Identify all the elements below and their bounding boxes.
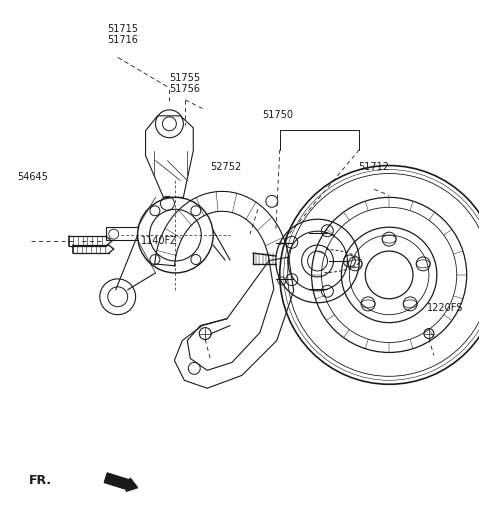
Text: 51755
51756: 51755 51756 [169, 73, 201, 94]
Text: 51715
51716: 51715 51716 [108, 24, 139, 45]
FancyArrow shape [104, 473, 138, 491]
Text: 51712: 51712 [358, 161, 389, 172]
Text: 52752: 52752 [210, 161, 241, 172]
Text: 51750: 51750 [263, 110, 294, 120]
Text: 1220FS: 1220FS [427, 304, 463, 313]
Text: FR.: FR. [29, 474, 52, 487]
Text: 54645: 54645 [17, 172, 48, 182]
Text: 1140FZ: 1140FZ [141, 236, 177, 247]
